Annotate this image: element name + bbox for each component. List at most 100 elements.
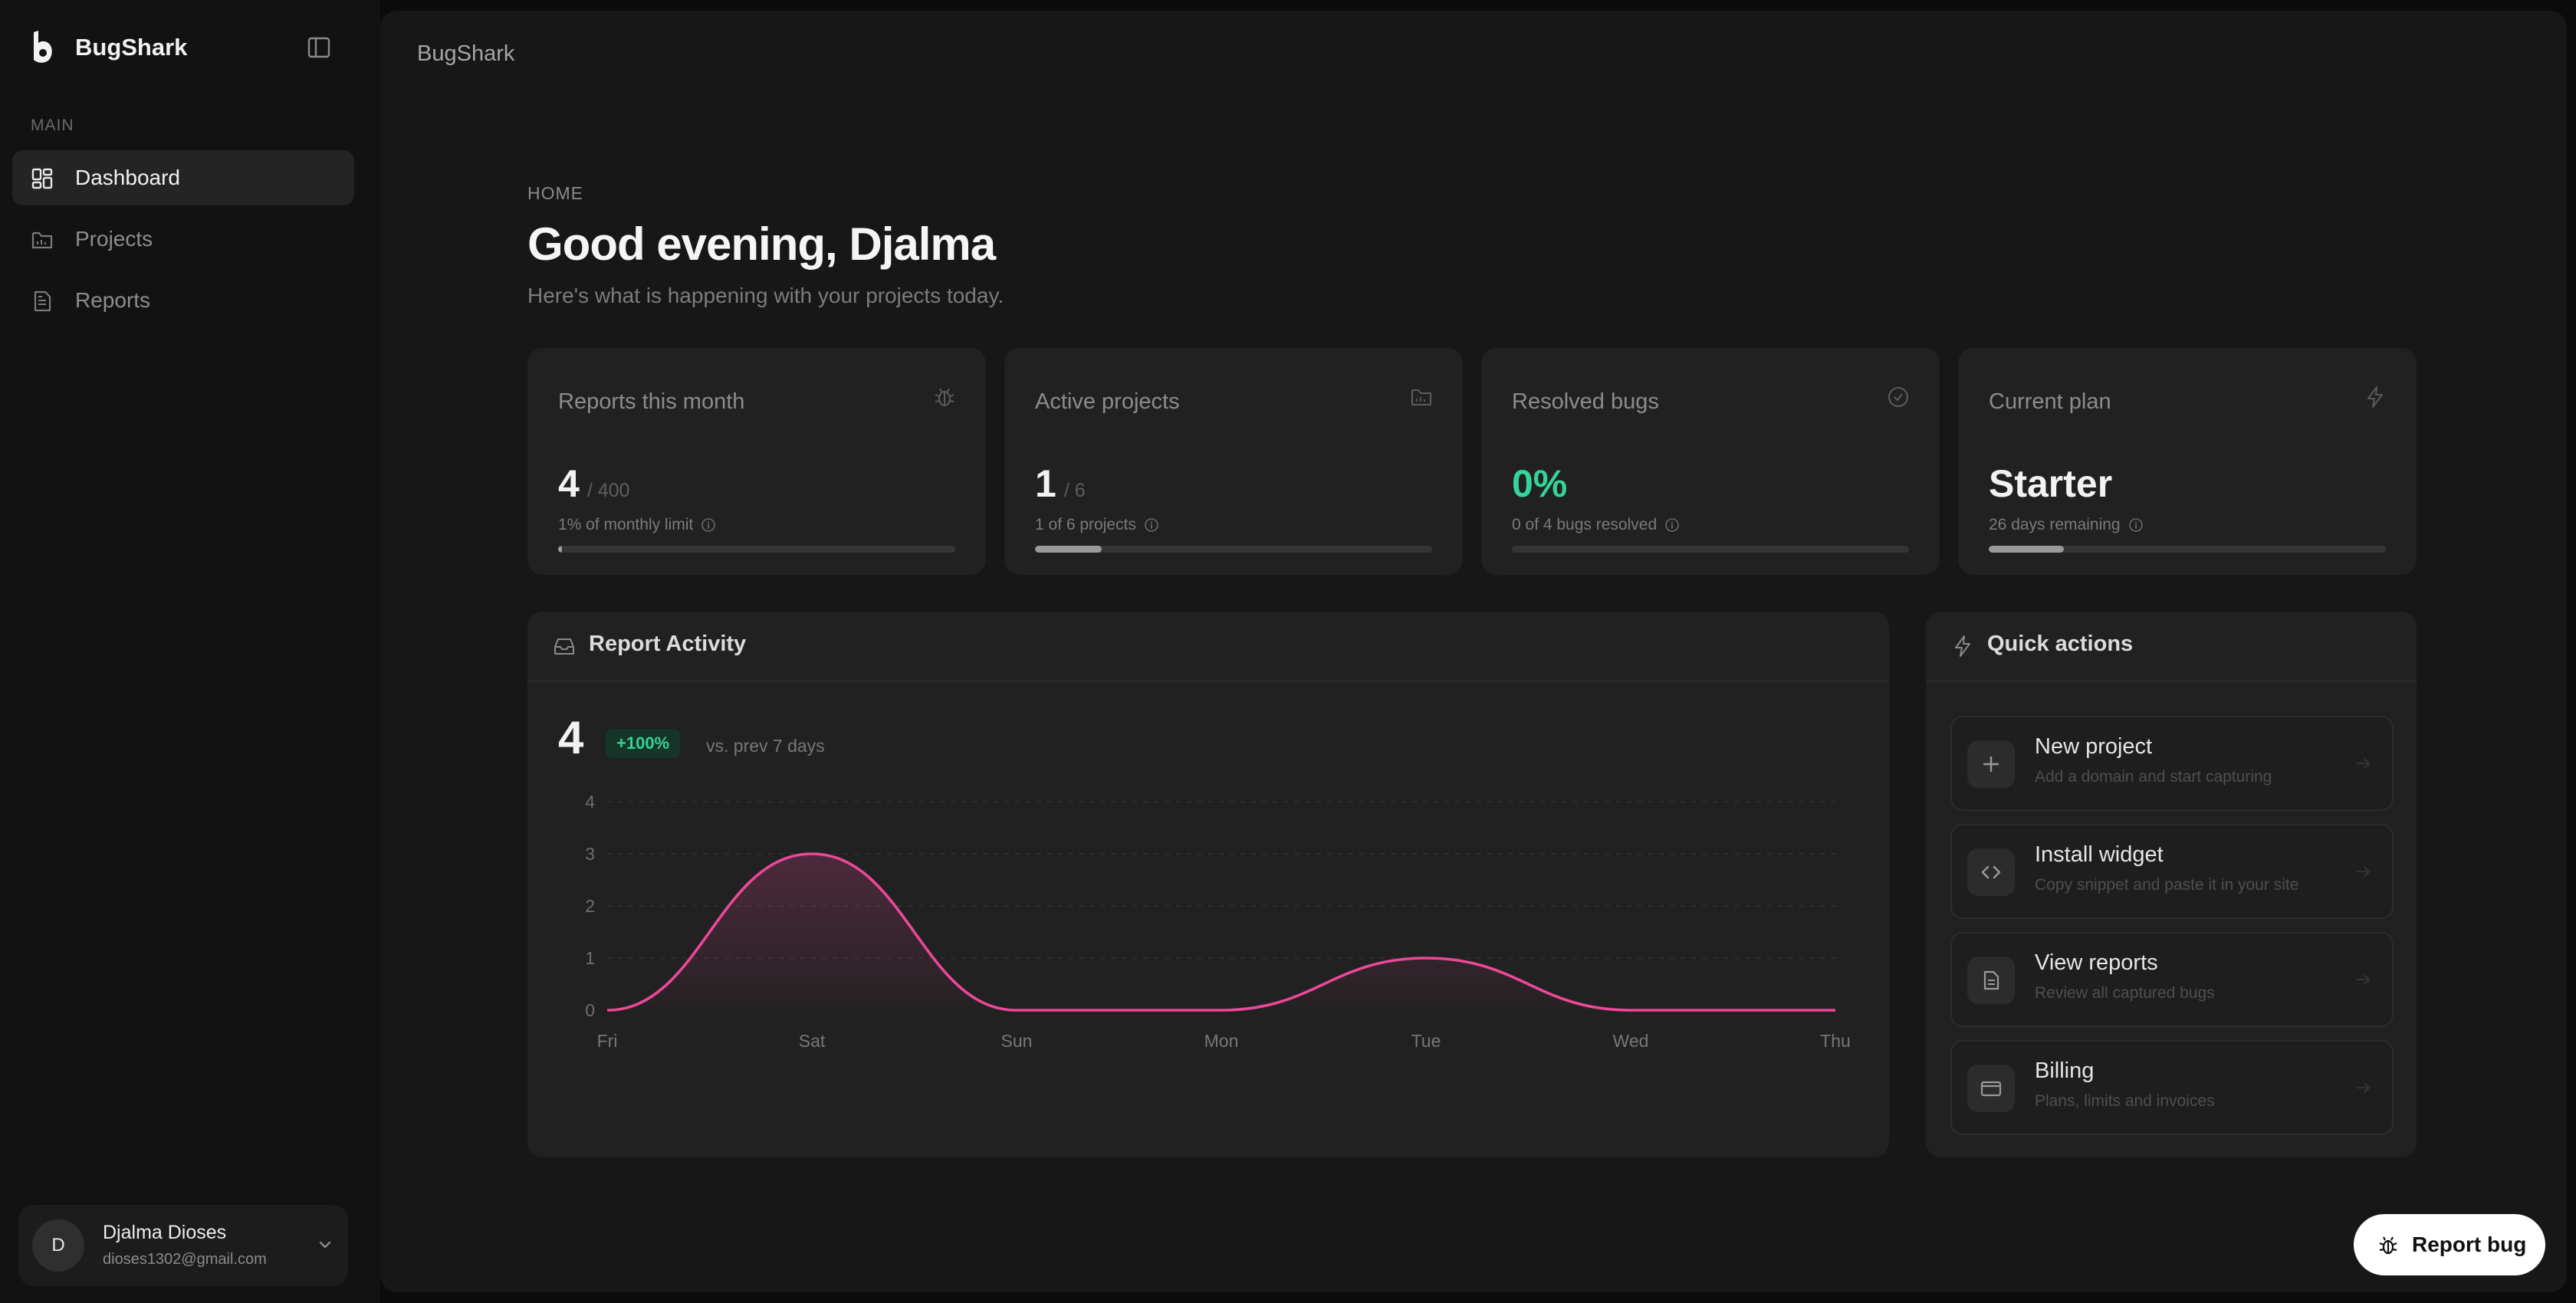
progress-fill bbox=[558, 546, 563, 553]
activity-total: 4 bbox=[558, 712, 584, 763]
info-icon[interactable] bbox=[701, 517, 716, 533]
stat-card-reports: Reports this month 4/ 400 1% of monthly … bbox=[527, 348, 986, 575]
logo-icon bbox=[34, 31, 52, 63]
change-badge: +100% bbox=[606, 729, 681, 758]
stat-title: Resolved bugs bbox=[1512, 389, 1659, 414]
report-bug-button[interactable]: Report bug bbox=[2354, 1214, 2545, 1275]
user-name: Djalma Dioses bbox=[103, 1222, 227, 1243]
brand-name: BugShark bbox=[75, 34, 188, 61]
info-icon[interactable] bbox=[1144, 517, 1159, 533]
dashboard-icon bbox=[31, 168, 53, 189]
plus-icon bbox=[1983, 756, 1999, 773]
quick-action-subtitle: Review all captured bugs bbox=[2035, 984, 2215, 1002]
main-content: BugShark HOME Good evening, Djalma Here'… bbox=[380, 11, 2567, 1292]
activity-chart: 0 1 2 3 4 Fri Sat Sun Mon Tue Wed Thu bbox=[585, 792, 1851, 1051]
x-tick-label: Sat bbox=[799, 1031, 826, 1051]
info-icon[interactable] bbox=[2128, 517, 2144, 533]
report-bug-label: Report bug bbox=[2412, 1232, 2527, 1256]
user-menu[interactable]: D Djalma Dioses dioses1302@gmail.com bbox=[18, 1205, 348, 1286]
x-tick-label: Thu bbox=[1820, 1031, 1851, 1051]
quick-actions-panel: Quick actions New project Add a domain a… bbox=[1926, 612, 2417, 1157]
document-icon bbox=[1983, 970, 1999, 990]
bug-icon bbox=[2379, 1236, 2397, 1255]
quick-action-view-reports[interactable]: View reports Review all captured bugs bbox=[1950, 932, 2394, 1027]
chevron-down-icon bbox=[319, 1241, 331, 1249]
stat-note: 1% of monthly limit bbox=[558, 516, 716, 534]
bug-icon bbox=[935, 388, 955, 406]
sidebar-panel-icon bbox=[307, 37, 330, 58]
series-area bbox=[607, 854, 1835, 1010]
progress-fill bbox=[1035, 546, 1102, 553]
stat-value: Starter bbox=[1989, 462, 2113, 505]
topbar-title: BugShark bbox=[417, 41, 515, 66]
arrow-right-icon bbox=[2357, 974, 2371, 985]
user-email: dioses1302@gmail.com bbox=[103, 1251, 267, 1268]
stat-note: 26 days remaining bbox=[1989, 516, 2144, 534]
panel-header: Report Activity bbox=[527, 612, 1889, 682]
quick-action-new-project[interactable]: New project Add a domain and start captu… bbox=[1950, 716, 2394, 811]
sidebar-item-dashboard[interactable]: Dashboard bbox=[12, 150, 354, 205]
stat-note: 0 of 4 bugs resolved bbox=[1512, 516, 1680, 534]
lightning-icon bbox=[2367, 386, 2383, 408]
quick-action-subtitle: Plans, limits and invoices bbox=[2035, 1092, 2215, 1110]
series-line bbox=[606, 852, 1835, 1012]
stat-limit: / 6 bbox=[1063, 480, 1086, 501]
folder-icon bbox=[31, 231, 53, 249]
x-tick-label: Mon bbox=[1204, 1031, 1239, 1051]
quick-action-title: View reports bbox=[2035, 950, 2158, 975]
folder-icon bbox=[1411, 389, 1431, 405]
stat-title: Reports this month bbox=[558, 389, 745, 414]
sidebar-toggle-button[interactable] bbox=[302, 31, 336, 64]
sidebar-item-label: Projects bbox=[75, 227, 153, 251]
quick-action-subtitle: Copy snippet and paste it in your site bbox=[2035, 876, 2299, 894]
nav-section-label: MAIN bbox=[31, 117, 74, 134]
document-icon bbox=[34, 290, 51, 312]
report-activity-panel: Report Activity 4 +100% vs. prev 7 days … bbox=[527, 612, 1889, 1157]
icon-box bbox=[1967, 1065, 2015, 1112]
info-icon[interactable] bbox=[1664, 517, 1680, 533]
stat-title: Current plan bbox=[1989, 389, 2111, 414]
progress-bar bbox=[1989, 546, 2386, 553]
quick-action-install-widget[interactable]: Install widget Copy snippet and paste it… bbox=[1950, 824, 2394, 919]
y-tick-label: 0 bbox=[585, 1000, 595, 1020]
panel-header: Quick actions bbox=[1926, 612, 2417, 682]
y-tick-label: 2 bbox=[585, 896, 595, 916]
stat-value: 0% bbox=[1512, 462, 1568, 505]
panel-title: Report Activity bbox=[589, 632, 747, 656]
inbox-icon bbox=[554, 638, 574, 655]
quick-action-subtitle: Add a domain and start capturing bbox=[2035, 768, 2272, 786]
stat-title: Active projects bbox=[1035, 389, 1180, 414]
sidebar-item-reports[interactable]: Reports bbox=[12, 273, 354, 328]
icon-box bbox=[1967, 848, 2015, 896]
stat-limit: / 400 bbox=[586, 480, 630, 501]
x-tick-label: Sun bbox=[1001, 1031, 1033, 1051]
progress-bar bbox=[1035, 546, 1432, 553]
x-tick-label: Wed bbox=[1613, 1031, 1649, 1051]
arrow-right-icon bbox=[2357, 1082, 2371, 1093]
quick-action-title: New project bbox=[2035, 734, 2153, 759]
page-title: Good evening, Djalma bbox=[527, 218, 996, 270]
progress-fill bbox=[1989, 546, 2065, 553]
code-icon bbox=[1981, 865, 2001, 879]
y-tick-label: 4 bbox=[585, 792, 595, 812]
sidebar-item-label: Reports bbox=[75, 288, 151, 312]
progress-bar bbox=[558, 546, 955, 553]
stat-value: 4/ 400 bbox=[558, 462, 630, 505]
icon-box bbox=[1967, 740, 2015, 788]
check-circle-icon bbox=[1888, 387, 1908, 407]
progress-bar bbox=[1512, 546, 1909, 553]
sidebar-item-label: Dashboard bbox=[75, 166, 180, 189]
stat-value: 1/ 6 bbox=[1035, 462, 1086, 505]
sidebar-item-projects[interactable]: Projects bbox=[12, 212, 354, 267]
sidebar: BugShark MAIN Dashboard Projects Reports bbox=[0, 0, 380, 1303]
stat-card-projects: Active projects 1/ 6 1 of 6 projects bbox=[1004, 348, 1463, 575]
compare-label: vs. prev 7 days bbox=[706, 736, 825, 756]
arrow-right-icon bbox=[2357, 866, 2371, 877]
arrow-right-icon bbox=[2357, 758, 2371, 769]
y-tick-label: 3 bbox=[585, 844, 595, 864]
quick-action-billing[interactable]: Billing Plans, limits and invoices bbox=[1950, 1040, 2394, 1135]
stat-note: 1 of 6 projects bbox=[1035, 516, 1159, 534]
brand[interactable]: BugShark bbox=[28, 28, 187, 67]
credit-card-icon bbox=[1980, 1081, 2002, 1097]
lightning-icon bbox=[1955, 635, 1970, 657]
